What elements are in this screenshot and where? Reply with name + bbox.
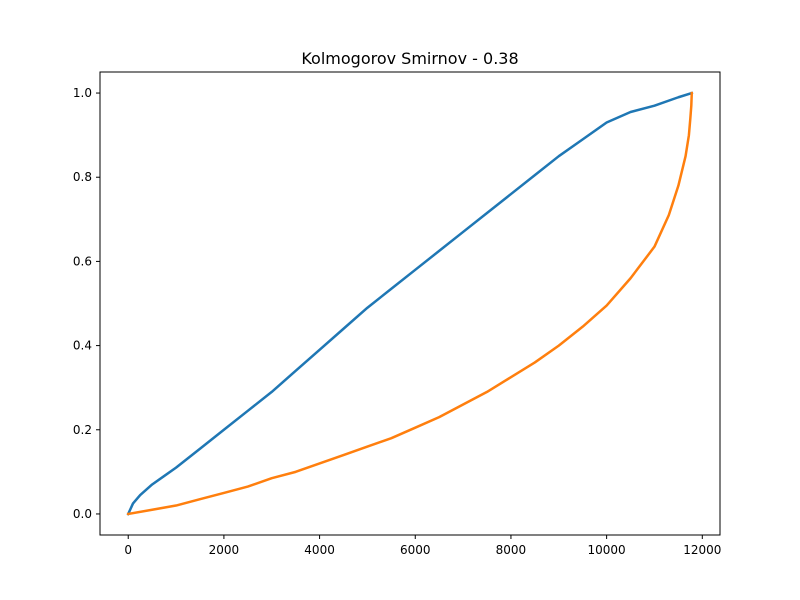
series-line-1	[126, 91, 694, 516]
y-axis: 0.0 0.2 0.4 0.6 0.8 1.0	[73, 86, 100, 521]
x-tick-label: 10000	[588, 543, 626, 557]
y-tick-label: 1.0	[73, 86, 92, 100]
x-tick-label: 2000	[209, 543, 240, 557]
y-tick-label: 0.2	[73, 423, 92, 437]
chart-title: Kolmogorov Smirnov - 0.38	[301, 49, 518, 68]
y-tick-label: 0.0	[73, 507, 92, 521]
x-tick-label: 8000	[496, 543, 527, 557]
x-tick-label: 6000	[400, 543, 431, 557]
series-line-2	[126, 91, 694, 516]
y-tick-label: 0.6	[73, 254, 92, 268]
axes-frame	[99, 71, 721, 536]
series-layer	[126, 91, 694, 516]
x-tick-label: 0	[124, 543, 132, 557]
x-tick-label: 4000	[304, 543, 335, 557]
x-tick-label: 12000	[683, 543, 721, 557]
x-axis: 0 2000 4000 6000 8000 10000 12000	[124, 535, 721, 557]
y-tick-label: 0.8	[73, 170, 92, 184]
y-tick-label: 0.4	[73, 339, 92, 353]
